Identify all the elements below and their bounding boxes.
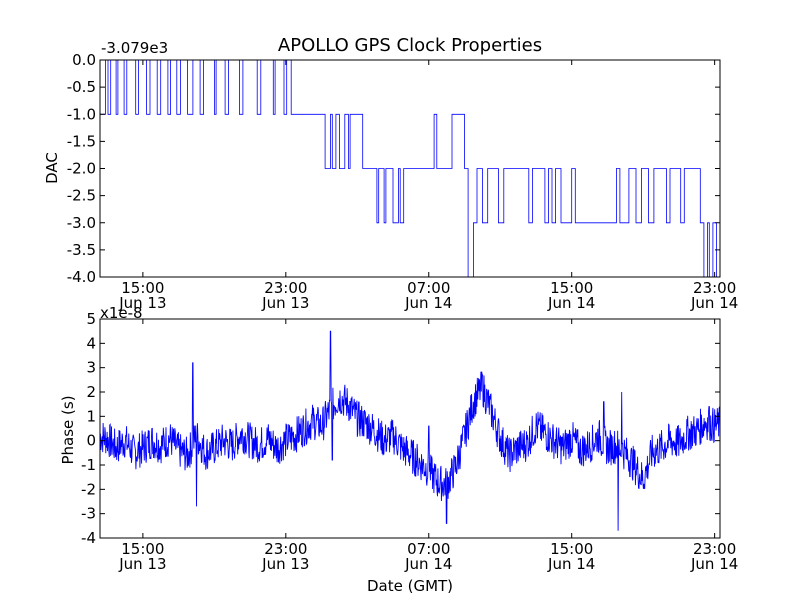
phase-x-tick-date: Jun 13 bbox=[118, 555, 166, 573]
phase-y-ticks: 5 4 3 2 1 0 -1 -2 -3 -4 bbox=[81, 310, 720, 547]
dac-y-tick-label: -3.0 bbox=[67, 214, 96, 232]
phase-y-tick-label: -3 bbox=[81, 505, 96, 523]
phase-y-tick-label: 4 bbox=[86, 334, 96, 352]
chart-title: APOLLO GPS Clock Properties bbox=[278, 35, 542, 56]
dac-offset-label: -3.079e3 bbox=[101, 39, 168, 57]
phase-x-tick-date: Jun 13 bbox=[261, 555, 309, 573]
dac-y-tick-label: -2.5 bbox=[67, 187, 96, 205]
phase-x-tick-time: 23:00 bbox=[264, 540, 307, 558]
dac-x-tick-time: 15:00 bbox=[121, 279, 164, 297]
dac-y-ticks: 0.0 -0.5 -1.0 -1.5 -2.0 -2.5 -3.0 -3.5 -4.0 bbox=[67, 51, 720, 286]
phase-x-tick-time: 15:00 bbox=[550, 540, 593, 558]
dac-y-tick-label: -3.5 bbox=[67, 241, 96, 259]
dac-series-line-0 bbox=[100, 59, 717, 278]
phase-x-tick-time: 15:00 bbox=[121, 540, 164, 558]
dac-y-axis-label: DAC bbox=[43, 152, 61, 184]
phase-x-tick-date: Jun 14 bbox=[404, 555, 452, 573]
phase-y-tick-label: 2 bbox=[86, 383, 96, 401]
dac-panel: 0.0 -0.5 -1.0 -1.5 -2.0 -2.5 -3.0 -3.5 -4.0 15:0… bbox=[43, 39, 738, 312]
phase-x-tick-date: Jun 14 bbox=[547, 555, 595, 573]
dac-y-tick-label: -1.5 bbox=[67, 132, 96, 150]
phase-y-tick-label: 3 bbox=[86, 359, 96, 377]
dac-x-tick-date: Jun 13 bbox=[118, 294, 166, 312]
phase-x-tick-date: Jun 14 bbox=[690, 555, 738, 573]
phase-y-tick-label: 0 bbox=[86, 432, 96, 450]
phase-y-axis-label: Phase (s) bbox=[59, 395, 77, 464]
dac-x-tick-time: 07:00 bbox=[407, 279, 450, 297]
dac-x-tick-date: Jun 13 bbox=[261, 294, 309, 312]
dac-x-tick-time: 23:00 bbox=[264, 279, 307, 297]
phase-offset-label: x1e-8 bbox=[100, 304, 143, 322]
dac-x-tick-time: 23:00 bbox=[693, 279, 736, 297]
phase-y-tick-label: -2 bbox=[81, 480, 96, 498]
phase-plot-area bbox=[99, 330, 721, 531]
dac-x-tick-date: Jun 14 bbox=[690, 294, 738, 312]
phase-x-tick-time: 23:00 bbox=[693, 540, 736, 558]
phase-y-tick-label: -1 bbox=[81, 456, 96, 474]
dac-y-tick-label: -1.0 bbox=[67, 105, 96, 123]
phase-series-line-0 bbox=[99, 330, 721, 531]
phase-x-tick-time: 07:00 bbox=[407, 540, 450, 558]
dac-y-tick-label: -4.0 bbox=[67, 268, 96, 286]
phase-y-tick-label: 1 bbox=[86, 407, 96, 425]
phase-y-tick-label: 5 bbox=[86, 310, 96, 328]
phase-y-tick-label: -4 bbox=[81, 529, 96, 547]
dac-x-tick-time: 15:00 bbox=[550, 279, 593, 297]
phase-axes-frame bbox=[99, 318, 721, 539]
x-axis-label: Date (GMT) bbox=[367, 577, 453, 595]
dac-y-tick-label: 0.0 bbox=[72, 51, 96, 69]
dac-x-tick-date: Jun 14 bbox=[404, 294, 452, 312]
dac-x-tick-date: Jun 14 bbox=[547, 294, 595, 312]
dac-y-tick-label: -2.0 bbox=[67, 160, 96, 178]
dac-y-tick-label: -0.5 bbox=[67, 78, 96, 96]
dac-plot-area bbox=[100, 59, 717, 278]
